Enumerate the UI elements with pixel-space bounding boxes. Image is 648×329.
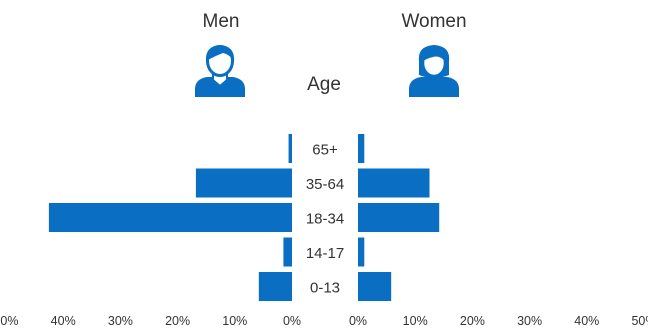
women-bar-18-34	[358, 203, 440, 232]
women-tick-label: 40%	[574, 314, 599, 328]
women-bar-14-17	[358, 237, 365, 267]
x-axis-ticks: 50% 40% 30% 20% 10% 0% 0% 10% 20% 30% 40% 50%	[0, 314, 648, 328]
men-bar-65-plus	[288, 134, 292, 163]
age-center-label: Age	[307, 74, 341, 95]
age-label-65-plus: 65+	[312, 142, 338, 159]
men-series-label: Men	[203, 11, 240, 32]
men-header: Men	[195, 11, 245, 97]
men-bars	[48, 134, 293, 301]
age-label-14-17: 14-17	[306, 245, 344, 262]
women-tick-label: 50%	[631, 314, 648, 328]
age-category-labels: 65+ 35-64 18-34 14-17 0-13	[306, 142, 344, 297]
women-bar-35-64	[358, 168, 430, 198]
women-tick-label: 30%	[517, 314, 542, 328]
men-bar-35-64	[195, 168, 292, 198]
women-bar-65-plus	[358, 134, 365, 163]
men-tick-label: 20%	[165, 314, 190, 328]
men-bar-0-13	[258, 272, 292, 301]
man-avatar-icon	[195, 45, 245, 97]
women-series-label: Women	[401, 11, 466, 32]
men-bar-18-34	[48, 203, 293, 232]
age-label-18-34: 18-34	[306, 211, 344, 228]
women-header: Women	[401, 11, 467, 97]
woman-avatar-icon	[409, 45, 459, 97]
women-tick-label: 0%	[349, 314, 367, 328]
men-tick-label: 50%	[0, 314, 19, 328]
age-label-35-64: 35-64	[306, 176, 344, 193]
men-tick-label: 30%	[108, 314, 133, 328]
men-tick-label: 0%	[283, 314, 301, 328]
men-tick-label: 10%	[222, 314, 247, 328]
women-bars	[358, 134, 440, 301]
women-bar-0-13	[358, 272, 392, 301]
age-label-0-13: 0-13	[310, 280, 340, 297]
women-tick-label: 10%	[403, 314, 428, 328]
women-tick-label: 20%	[460, 314, 485, 328]
men-tick-label: 40%	[51, 314, 76, 328]
men-bar-14-17	[283, 237, 292, 267]
